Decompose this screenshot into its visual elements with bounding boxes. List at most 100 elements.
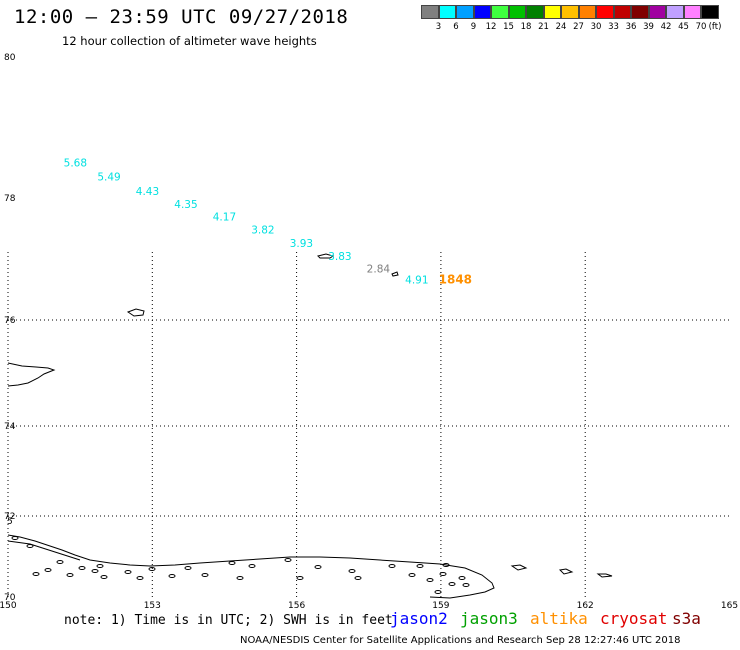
color-swatch [473, 5, 491, 19]
wave-height-value: 4.43 [136, 186, 159, 198]
longitude-label: 156 [288, 601, 305, 611]
islet [426, 578, 434, 582]
coastline-west [7, 540, 81, 561]
islet [296, 576, 304, 580]
color-swatch [526, 5, 544, 19]
wave-height-value: 5.49 [97, 171, 120, 183]
islet [32, 572, 40, 576]
color-scale-unit: (ft) [708, 22, 722, 32]
island-east-2 [596, 573, 613, 578]
color-swatch [683, 5, 701, 19]
color-swatch [543, 5, 561, 19]
satellite-legend-item: altika [530, 609, 588, 628]
islet [56, 560, 64, 564]
color-swatch [596, 5, 614, 19]
color-scale-tick: 42 [660, 22, 672, 32]
longitude-label: 159 [432, 601, 449, 611]
islet [462, 583, 470, 587]
satellite-legend-item: s3a [672, 609, 701, 628]
islet [136, 576, 144, 580]
islet [458, 576, 466, 580]
wave-height-value: 3.83 [328, 251, 351, 263]
color-scale-tick: 18 [520, 22, 532, 32]
island-west [7, 362, 56, 387]
islet [448, 582, 456, 586]
islet [416, 564, 424, 568]
color-swatch [701, 5, 719, 19]
islet [314, 565, 322, 569]
latitude-labels: 80 78 76 74 72 70 [4, 53, 16, 603]
islet [184, 566, 192, 570]
longitude-labels: 150 153 156 159 162 165 [0, 601, 738, 611]
islet [408, 573, 416, 577]
island-east-1 [510, 564, 528, 571]
color-swatch [491, 5, 509, 19]
islet [354, 576, 362, 580]
islet [439, 572, 447, 576]
islet [100, 575, 108, 579]
latitude-label: 72 [4, 512, 15, 522]
color-swatch [508, 5, 526, 19]
map-subtitle: 12 hour collection of altimeter wave hei… [62, 34, 317, 48]
grid-lines [7, 252, 732, 597]
islet [11, 536, 19, 540]
island-small-3 [391, 271, 399, 277]
color-scale-tick: 21 [538, 22, 549, 32]
islets [11, 536, 470, 594]
satellite-legend-item: jason3 [460, 609, 518, 628]
islet [66, 573, 74, 577]
islet [348, 569, 356, 573]
stray-label: 5 [7, 517, 13, 527]
islet [248, 564, 256, 568]
color-scale-tick: 27 [573, 22, 584, 32]
color-scale-tick: 6 [453, 22, 459, 32]
islet [148, 567, 156, 571]
latitude-label: 78 [4, 194, 16, 204]
color-swatch [613, 5, 631, 19]
wave-height-value: 4.91 [405, 274, 428, 286]
longitude-label: 162 [577, 601, 594, 611]
islet [168, 574, 176, 578]
color-scale-tick: 39 [643, 22, 654, 32]
color-swatch [648, 5, 666, 19]
island-small-1 [126, 308, 145, 317]
wave-height-observations: 5.68 5.49 4.43 4.35 4.17 3.82 3.93 3.83 2.84 4.91… [64, 157, 472, 286]
color-swatch [666, 5, 684, 19]
islet [91, 569, 99, 573]
longitude-label: 165 [721, 601, 738, 611]
wave-height-value: 3.93 [290, 238, 313, 250]
color-scale-tick: 15 [503, 22, 514, 32]
islet [388, 564, 396, 568]
wave-height-value: 4.17 [213, 212, 236, 224]
wave-height-value: 4.35 [174, 199, 197, 211]
color-scale-tick: 12 [485, 22, 497, 32]
color-scale-labels: 3 6 9 12 15 18 21 24 27 30 33 36 39 42 45 70 (ft) [421, 22, 740, 34]
islet [201, 573, 209, 577]
coastline [7, 253, 613, 599]
color-swatch [456, 5, 474, 19]
color-scale-tick: 70 [695, 22, 707, 32]
islet [96, 564, 104, 568]
wave-height-value: 5.68 [64, 157, 87, 169]
color-scale-tick: 45 [678, 22, 689, 32]
latitude-label: 80 [4, 53, 16, 63]
island-east-3 [558, 568, 574, 575]
color-scale-tick: 24 [555, 22, 567, 32]
latitude-label: 70 [4, 593, 16, 603]
wave-height-value: 2.84 [367, 263, 391, 275]
satellite-legend-item: jason2 [390, 609, 448, 628]
latitude-label: 74 [4, 422, 16, 432]
islet [284, 558, 292, 562]
color-scale-tick: 9 [470, 22, 477, 32]
color-swatch [631, 5, 649, 19]
islet [26, 544, 34, 548]
color-swatch [561, 5, 579, 19]
color-scale-tick: 3 [435, 22, 442, 32]
map-title: 12:00 – 23:59 UTC 09/27/2018 [14, 6, 349, 28]
island-small-2 [317, 253, 335, 259]
islet [124, 570, 132, 574]
islet [442, 563, 450, 567]
coastline-mainland [7, 534, 495, 599]
islet [78, 566, 86, 570]
